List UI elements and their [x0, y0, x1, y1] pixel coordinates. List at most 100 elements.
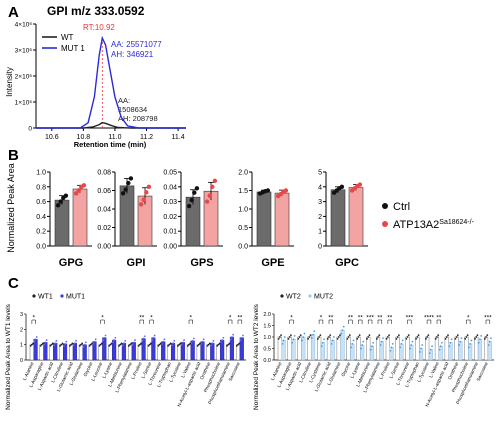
panel-c-right-point-wt — [406, 336, 409, 338]
panel-b-y-tick-label: 4 — [318, 184, 322, 191]
panel-letter-c: C — [8, 275, 19, 292]
panel-c-right-point-mut — [411, 340, 414, 343]
panel-c-right-bar-wt — [277, 336, 282, 361]
panel-c-right-point-wt — [326, 337, 329, 340]
panel-c-right-point-mut — [380, 340, 383, 343]
panel-c-right-point-mut — [470, 339, 473, 342]
panel-b-point — [146, 184, 152, 189]
panel-c-left-bar-wt — [196, 344, 201, 361]
panel-c-right-point-mut — [490, 337, 492, 340]
panel-c-right-point-wt — [466, 334, 469, 337]
panel-c-left-significance-bracket — [31, 319, 36, 324]
panel-c-right-y-tick-label: 2.0 — [263, 312, 271, 318]
panel-c-right-point-mut — [283, 336, 286, 338]
panel-c-left-point-mut — [153, 334, 156, 337]
panel-b-legend-label-mut: ATP13A2Sa18624-/- — [393, 219, 475, 231]
panel-c-left-point-wt — [51, 342, 54, 345]
panel-c-right-point-mut — [479, 338, 481, 341]
panel-c-left-point-wt — [118, 344, 120, 347]
panel-c-left-point-mut — [35, 336, 38, 338]
panel-c-left-point-mut — [143, 335, 146, 338]
panel-c-left-legend-label-mut: MUT1 — [66, 294, 85, 301]
panel-c-left-point-wt — [138, 343, 141, 346]
panel-c-left-point-wt — [71, 342, 74, 345]
panel-a-y-tick-label: 0 — [28, 126, 32, 133]
panel-c-left-point-wt — [186, 344, 189, 347]
panel-c-right-bar-wt — [375, 336, 381, 361]
panel-c-right-point-wt — [454, 337, 457, 340]
panel-c-left-point-wt — [197, 343, 200, 346]
panel-c-right-point-mut — [410, 344, 413, 346]
panel-c-left-point-mut — [83, 343, 86, 346]
panel-c-right-bar-wt — [287, 336, 292, 361]
panel-c-left-point-mut — [103, 336, 106, 339]
panel-c-right-point-wt — [396, 336, 399, 338]
panel-c-left-bar-wt — [49, 344, 54, 361]
panel-c-right-point-wt — [288, 336, 291, 338]
panel-c-right-point-mut — [440, 341, 443, 344]
panel-c-left-point-mut — [123, 342, 125, 345]
panel-c-left-point-wt — [29, 344, 32, 347]
panel-c-left-significance-label: * — [101, 315, 104, 322]
panel-b-y-tick-label: 0.06 — [97, 188, 111, 195]
panel-c-right-point-mut — [323, 338, 325, 341]
panel-c-right-point-wt — [427, 334, 430, 337]
panel-b-point — [126, 180, 131, 186]
panel-c-right-point-mut — [459, 340, 462, 343]
panel-c-right-point-wt — [368, 334, 371, 337]
panel-c-right-significance-bracket — [436, 319, 441, 324]
panel-c-right-significance-label: ** — [348, 315, 354, 322]
panel-c-right-point-wt — [436, 336, 438, 338]
panel-c-left-point-wt — [60, 343, 63, 346]
panel-c-left-point-mut — [212, 339, 215, 342]
panel-c-right-legend-dot-wt — [280, 294, 284, 298]
panel-c-right-significance-label: ** — [358, 315, 364, 322]
panel-b-y-tick-label: 0.05 — [163, 170, 177, 177]
panel-a-series-mut — [36, 35, 186, 129]
panel-c-left-point-mut — [54, 342, 57, 345]
panel-c-right-bar-wt — [297, 336, 302, 361]
panel-c-left-point-wt — [120, 342, 123, 345]
panel-c-left-bar-mut — [102, 337, 107, 361]
panel-c-left-significance-bracket — [149, 319, 154, 324]
panel-c-right-point-mut — [361, 344, 364, 346]
panel-c-left-bar-wt — [78, 344, 84, 361]
panel-c-left-bar-wt — [177, 344, 182, 361]
panel-c-left-point-mut — [131, 343, 134, 346]
panel-c-left-point-mut — [151, 339, 154, 341]
panel-c-left-significance-label: * — [32, 315, 35, 322]
panel-b-point — [58, 199, 63, 204]
panel-c-right-point-wt — [357, 336, 360, 338]
panel-c-right-point-wt — [486, 334, 489, 337]
panel-c-right-point-wt — [415, 337, 418, 340]
panel-b-y-tick-label: 3 — [318, 199, 322, 206]
panel-a-x-tick-label: 10.8 — [77, 134, 91, 141]
panel-c-right-point-wt — [456, 334, 459, 337]
panel-c-right-point-wt — [278, 336, 281, 338]
panel-c-right-point-mut — [331, 339, 334, 342]
panel-c-left-bar-wt — [29, 344, 34, 361]
panel-c-left-point-wt — [218, 342, 221, 345]
panel-c-right-bar-mut — [350, 343, 355, 361]
panel-c-right-point-wt — [455, 336, 458, 338]
panel-c-right-significance-label: ** — [377, 315, 383, 322]
panel-c-left-point-wt — [157, 344, 160, 347]
panel-c-right-point-wt — [395, 337, 398, 340]
panel-c-right-point-mut — [371, 345, 373, 348]
panel-c-left-point-wt — [137, 344, 140, 347]
panel-c-right-point-mut — [313, 330, 316, 333]
panel-c-right-significance-label: ** — [328, 315, 334, 322]
panel-c-left-point-wt — [32, 342, 34, 345]
panel-c-left-point-wt — [228, 342, 231, 345]
panel-a-x-tick-label: 11.0 — [108, 134, 121, 141]
panel-c-left-point-wt — [61, 342, 64, 345]
panel-c-left-bar-wt — [216, 344, 221, 361]
panel-b-group-label: GPG — [59, 257, 83, 269]
panel-c-left-point-mut — [231, 336, 233, 338]
panel-c-left-point-wt — [167, 344, 170, 347]
panel-c-right-significance-bracket — [466, 319, 471, 324]
panel-c-right-bar-wt — [356, 336, 361, 361]
panel-c-right-point-wt — [465, 336, 468, 338]
panel-c-right-point-mut — [460, 337, 463, 340]
panel-b-y-tick-label: 2 — [318, 214, 322, 221]
